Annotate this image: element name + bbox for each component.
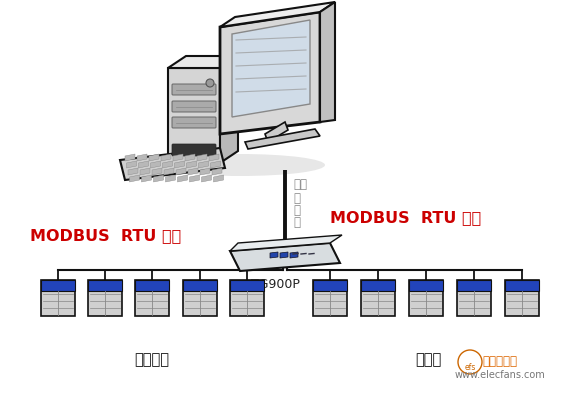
FancyBboxPatch shape [230,280,264,316]
Text: 网: 网 [293,216,300,229]
Polygon shape [152,168,162,175]
FancyBboxPatch shape [409,280,443,316]
Polygon shape [232,20,310,117]
Text: efs: efs [464,363,476,373]
Polygon shape [270,252,278,258]
FancyBboxPatch shape [505,280,539,316]
FancyBboxPatch shape [41,280,75,291]
Polygon shape [162,161,173,168]
Text: TG900P: TG900P [251,278,300,291]
FancyBboxPatch shape [172,101,216,112]
Polygon shape [120,148,225,180]
Polygon shape [149,154,159,161]
FancyBboxPatch shape [230,280,264,291]
Text: 以: 以 [293,192,300,205]
FancyBboxPatch shape [172,84,216,95]
Polygon shape [168,68,220,163]
Polygon shape [125,154,135,161]
Text: MODBUS  RTU 协议: MODBUS RTU 协议 [330,210,481,225]
Text: 串口设备: 串口设备 [134,352,169,367]
FancyBboxPatch shape [88,280,122,316]
Text: 太: 太 [293,204,300,217]
FancyBboxPatch shape [505,280,539,291]
FancyBboxPatch shape [361,280,395,316]
FancyBboxPatch shape [135,280,169,291]
Polygon shape [197,154,207,161]
Circle shape [458,350,482,374]
Polygon shape [176,168,186,175]
Polygon shape [128,168,138,175]
Polygon shape [130,175,139,182]
Polygon shape [137,154,147,161]
Polygon shape [140,168,150,175]
Polygon shape [189,175,200,182]
Polygon shape [280,252,288,258]
Polygon shape [209,154,219,161]
Text: 电子发烧友: 电子发烧友 [483,355,518,368]
Polygon shape [230,243,340,271]
Polygon shape [220,12,320,134]
Polygon shape [164,168,174,175]
Polygon shape [187,161,196,168]
Polygon shape [265,122,288,142]
Polygon shape [138,161,149,168]
Polygon shape [165,175,176,182]
Polygon shape [168,56,238,68]
Polygon shape [245,129,320,149]
Polygon shape [220,56,238,163]
Polygon shape [188,168,198,175]
FancyBboxPatch shape [183,280,217,316]
FancyBboxPatch shape [313,280,347,316]
Text: 主机: 主机 [293,178,307,191]
FancyBboxPatch shape [409,280,443,291]
Polygon shape [211,161,220,168]
Polygon shape [200,168,210,175]
Polygon shape [214,175,223,182]
Polygon shape [174,161,184,168]
Polygon shape [320,2,335,122]
Polygon shape [150,161,161,168]
Circle shape [206,79,214,87]
FancyBboxPatch shape [88,280,122,291]
Polygon shape [220,2,335,27]
FancyBboxPatch shape [457,280,491,316]
Polygon shape [177,175,188,182]
FancyBboxPatch shape [41,280,75,316]
Polygon shape [199,161,208,168]
Polygon shape [290,252,298,258]
FancyBboxPatch shape [135,280,169,316]
Polygon shape [185,154,195,161]
Polygon shape [161,154,171,161]
Polygon shape [126,161,137,168]
FancyBboxPatch shape [361,280,395,291]
Polygon shape [201,175,211,182]
FancyBboxPatch shape [457,280,491,291]
Polygon shape [230,235,342,251]
FancyBboxPatch shape [183,280,217,291]
Polygon shape [173,154,183,161]
Ellipse shape [155,154,325,176]
Text: 串口设: 串口设 [415,352,441,367]
Polygon shape [153,175,164,182]
Polygon shape [212,168,222,175]
Text: MODBUS  RTU 协议: MODBUS RTU 协议 [30,228,181,243]
Text: www.elecfans.com: www.elecfans.com [455,370,545,380]
FancyBboxPatch shape [313,280,347,291]
FancyBboxPatch shape [172,117,216,128]
Polygon shape [142,175,152,182]
FancyBboxPatch shape [172,144,216,156]
